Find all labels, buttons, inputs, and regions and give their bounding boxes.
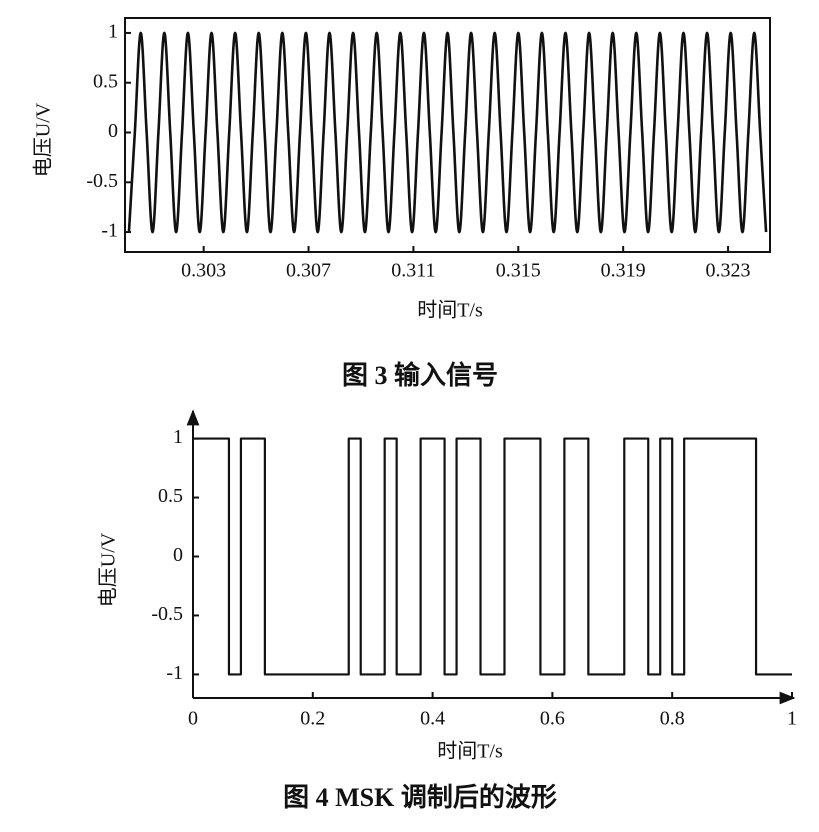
y-tick-label: 1 <box>108 21 118 43</box>
y-axis-label: 电压U/V <box>97 532 120 607</box>
x-tick-label: 0.307 <box>286 260 331 282</box>
y-tick-label: 0 <box>108 120 118 142</box>
y-tick-label: 0 <box>173 544 183 566</box>
x-tick-label: 0 <box>188 708 198 730</box>
y-axis-label: 电压U/V <box>32 102 55 177</box>
caption: 图 4 MSK 调制后的波形 <box>283 782 557 812</box>
x-tick-label: 0.319 <box>601 260 646 282</box>
x-tick-label: 0.6 <box>540 708 565 730</box>
x-tick-label: 1 <box>787 708 797 730</box>
x-tick-label: 0.303 <box>181 260 226 282</box>
y-tick-label: -0.5 <box>151 603 183 625</box>
signal-line <box>127 31 768 234</box>
signal-line <box>193 437 792 676</box>
y-tick-label: -1 <box>166 662 183 684</box>
caption: 图 3 输入信号 <box>342 360 498 390</box>
y-tick-label: -1 <box>101 220 118 242</box>
y-tick-label: -0.5 <box>86 170 118 192</box>
x-tick-label: 0.8 <box>660 708 685 730</box>
x-tick-label: 0.2 <box>300 708 325 730</box>
y-tick-label: 0.5 <box>93 70 118 92</box>
x-tick-label: 0.323 <box>706 260 751 282</box>
y-tick-label: 0.5 <box>158 485 183 507</box>
x-tick-label: 0.311 <box>391 260 435 282</box>
x-axis-label: 时间T/s <box>417 299 483 322</box>
x-tick-label: 0.315 <box>496 260 541 282</box>
plot-frame <box>124 17 771 253</box>
x-tick-label: 0.4 <box>420 708 445 730</box>
x-axis-label: 时间T/s <box>437 740 503 763</box>
y-tick-label: 1 <box>173 426 183 448</box>
